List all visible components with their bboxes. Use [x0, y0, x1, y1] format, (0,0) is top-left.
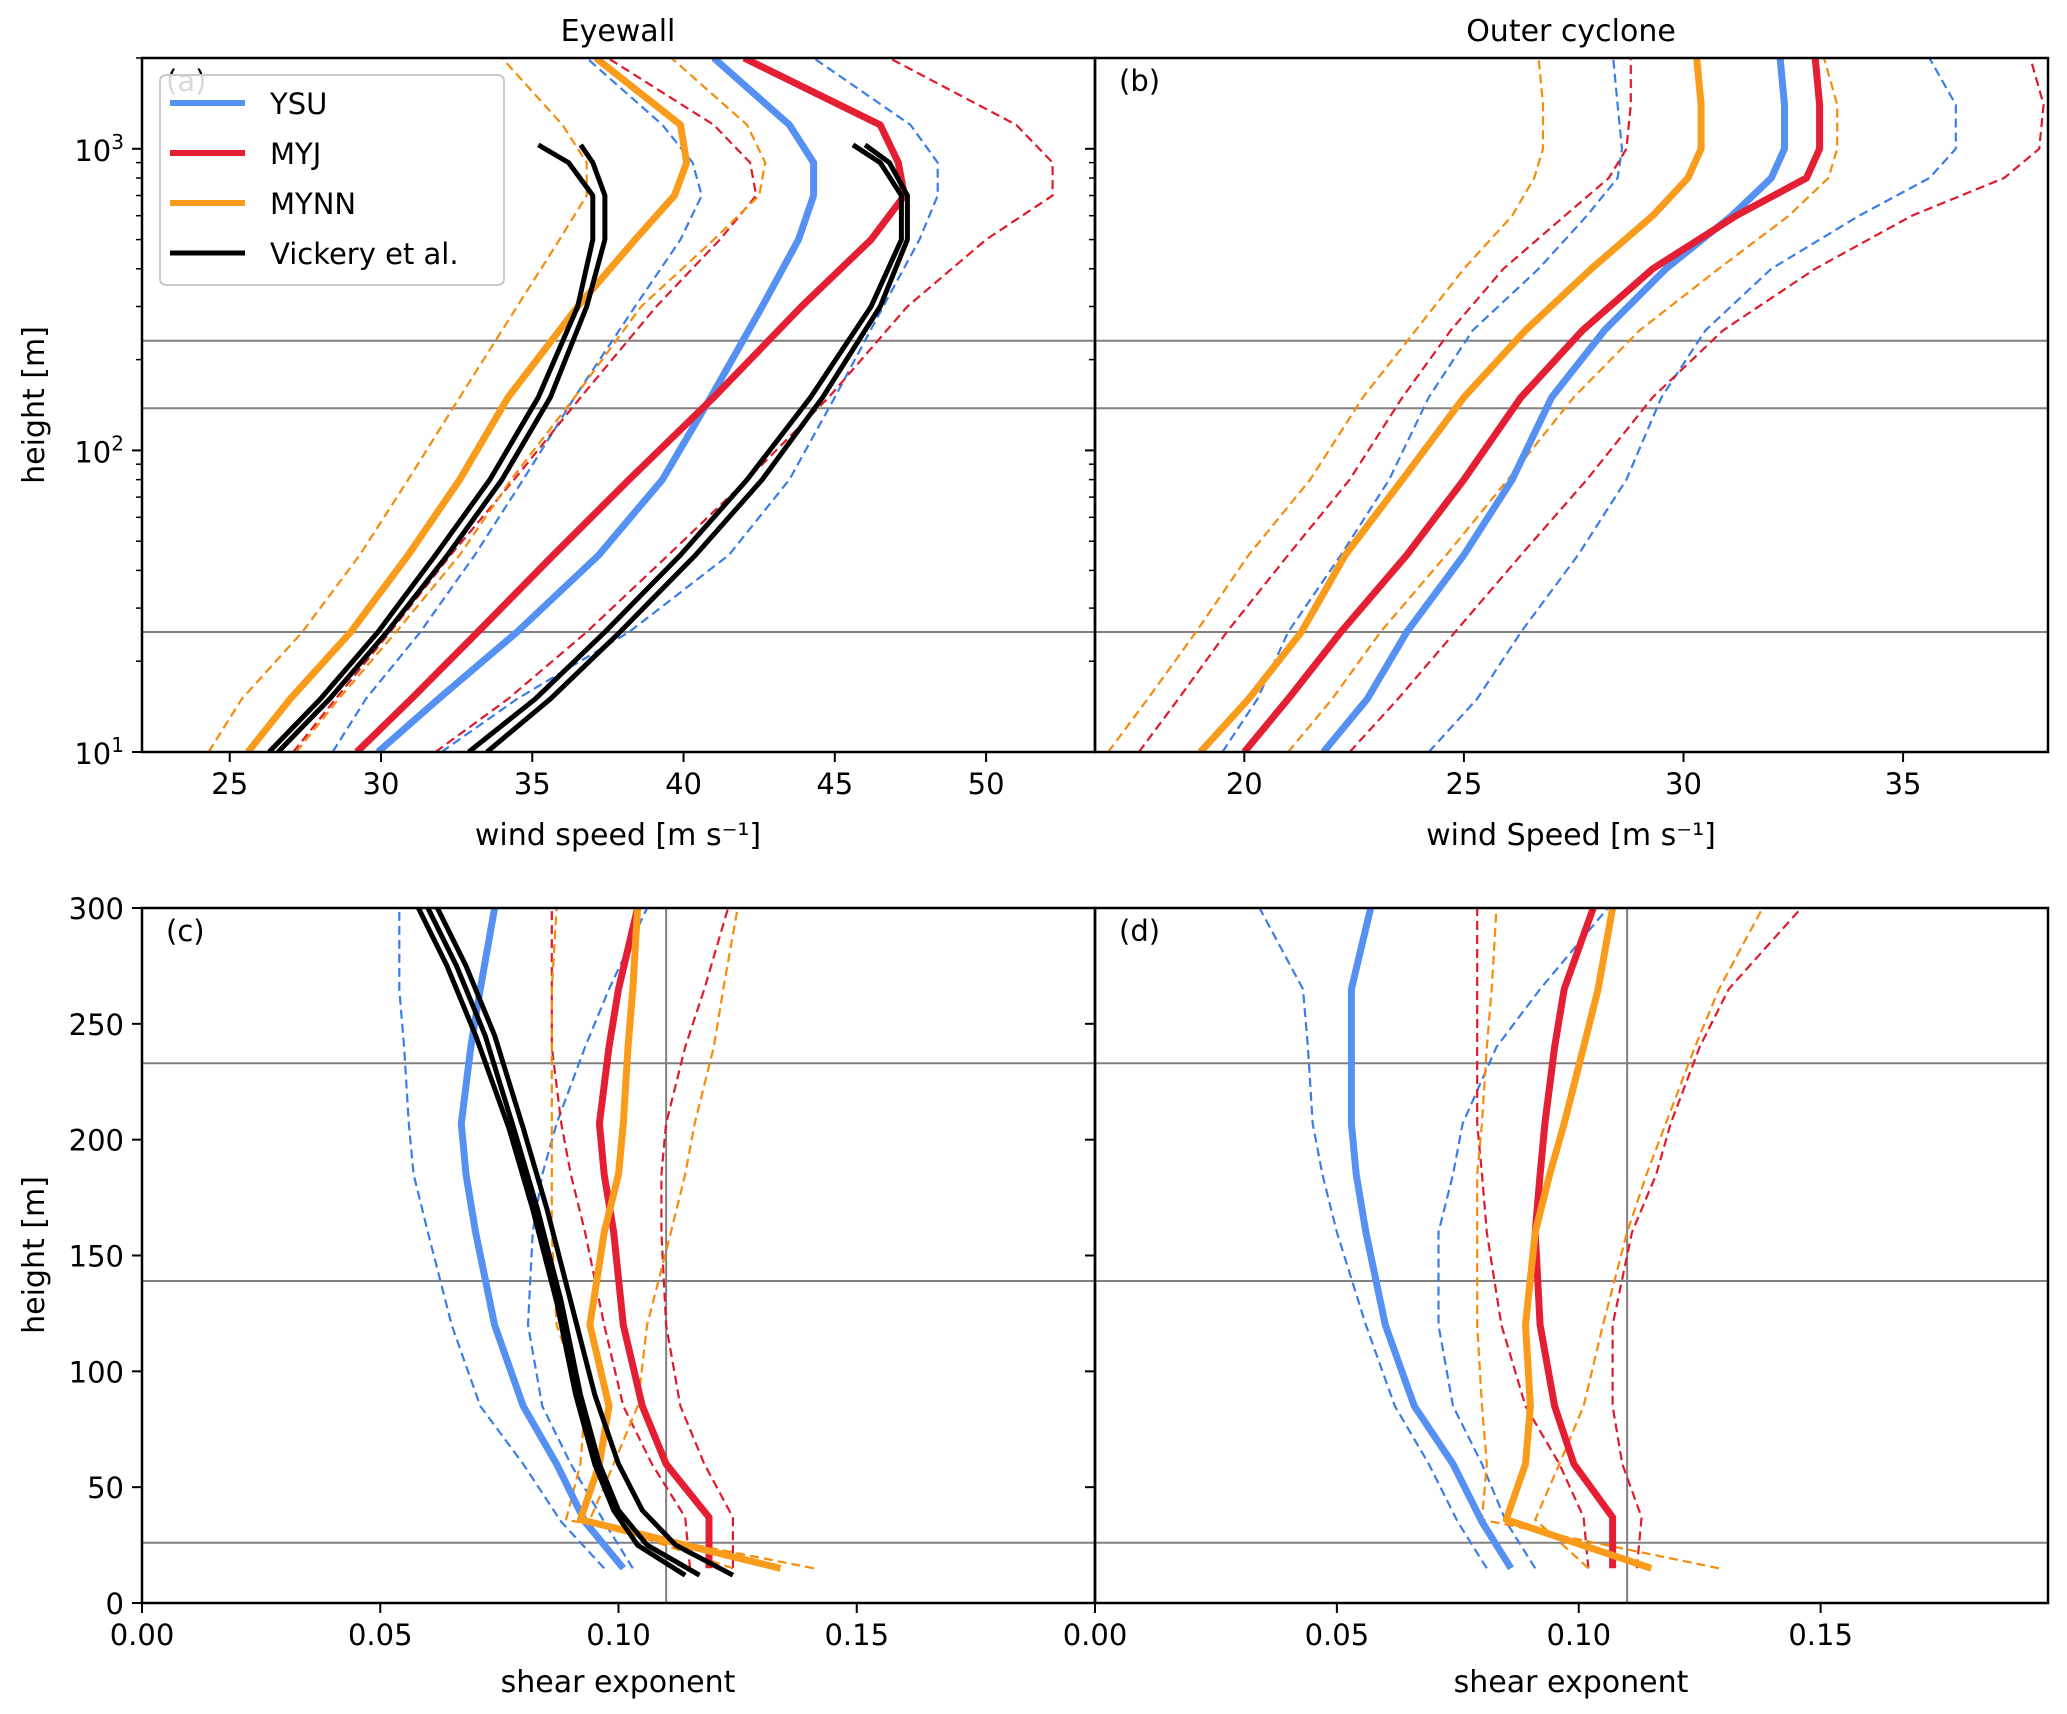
series-mynn-spread [550, 908, 815, 1570]
series-myj-spread [1138, 58, 1632, 752]
series-ysu-mean [1320, 58, 1788, 752]
x-tick-label: 35 [514, 767, 551, 801]
panel-a-title: Eyewall [561, 14, 676, 49]
y-tick-label: 103 [74, 130, 124, 168]
x-tick-label: 25 [211, 767, 248, 801]
series-vickery-mean [435, 908, 735, 1578]
x-tick-label: 0.00 [1063, 1618, 1128, 1652]
y-tick-label: 300 [69, 892, 124, 926]
series-mynn-spread [1107, 58, 1545, 752]
axes-frame-d [1093, 906, 2050, 1605]
panel-d-xlabel: shear exponent [1454, 1665, 1689, 1700]
x-tick-label: 0.10 [1546, 1618, 1611, 1652]
series-myj-spread [550, 908, 692, 1569]
series-ysu-mean [1347, 908, 1514, 1571]
series-mynn-spread [207, 58, 588, 752]
series-myj-mean [1241, 58, 1824, 752]
y-tick-label: 50 [87, 1471, 124, 1505]
series-ysu-spread [526, 908, 649, 1569]
series-myj-spread [1348, 58, 2045, 752]
panel-c-ylabel: height [m] [17, 1176, 52, 1334]
x-tick-label: 35 [1885, 767, 1922, 801]
series-vickery-mean [416, 908, 687, 1578]
series-mynn-spread [1534, 908, 1764, 1570]
x-tick-label: 50 [968, 767, 1005, 801]
x-tick-label: 0.00 [110, 1618, 175, 1652]
series-vickery-mean [267, 142, 596, 752]
y-tick-label: 150 [69, 1240, 124, 1274]
panel-label-b: (b) [1119, 64, 1160, 98]
x-tick-label: 0.05 [1305, 1618, 1370, 1652]
y-tick-label: 102 [74, 431, 124, 469]
series-myj-spread [660, 908, 735, 1569]
series-ysu-spread [1437, 908, 1609, 1569]
y-tick-label: 0 [106, 1587, 124, 1621]
series-mynn-mean [576, 908, 782, 1572]
plot-area-c [142, 908, 1095, 1603]
x-tick-label: 0.15 [824, 1618, 889, 1652]
panel-label-c: (c) [166, 914, 205, 948]
panel-b-title: Outer cyclone [1466, 14, 1676, 49]
x-tick-label: 0.05 [348, 1618, 413, 1652]
series-ysu-mean [375, 58, 818, 752]
series-ysu-spread [1427, 58, 1957, 752]
legend-label-vickery: Vickery et al. [270, 237, 459, 271]
panel-d: 0.00 0.05 0.10 0.15 (d) [1063, 906, 2050, 1652]
series-myj-spread [1476, 908, 1590, 1569]
x-tick-label: 25 [1445, 767, 1482, 801]
series-vickery-mean [485, 142, 910, 752]
series-vickery-mean [276, 143, 608, 752]
x-tick-label: 30 [363, 767, 400, 801]
series-ysu-spread [331, 58, 703, 752]
x-tick-label: 0.10 [586, 1618, 651, 1652]
series-myj-mean [1531, 908, 1617, 1569]
series-mynn-mean [245, 58, 691, 752]
legend-frame [159, 74, 505, 286]
series-mynn-mean [1197, 58, 1705, 752]
series-mynn-spread [1287, 58, 1839, 752]
panel-a-ylabel: height [m] [17, 326, 52, 484]
panel-b-xlabel: wind Speed [m s⁻¹] [1426, 818, 1716, 853]
series-vickery-mean [467, 142, 904, 752]
y-tick-label: 100 [69, 1355, 124, 1389]
panel-b: 20 25 30 35 (b) [1085, 56, 2050, 801]
x-tick-label: 30 [1665, 767, 1702, 801]
series-myj-mean [354, 58, 908, 752]
x-tick-label: 40 [665, 767, 702, 801]
panel-c-xlabel: shear exponent [501, 1665, 736, 1700]
series-mynn-mean [1502, 908, 1653, 1572]
series-mynn-spread [295, 58, 767, 752]
legend-label-myj: MYJ [270, 137, 321, 171]
x-tick-label: 20 [1226, 767, 1263, 801]
y-tick-label: 250 [69, 1008, 124, 1042]
plot-area-b [1095, 58, 2048, 752]
legend-label-mynn: MYNN [270, 187, 356, 221]
x-tick-label: 0.15 [1788, 1618, 1853, 1652]
y-tick-label: 101 [74, 733, 124, 771]
series-ysu-spread [1258, 908, 1488, 1569]
axes-frame-b [1093, 56, 2050, 754]
x-tick-label: 45 [816, 767, 853, 801]
panel-c: 0.00 0.05 0.10 0.15 0 50 100 150 200 250 300 (c) [69, 892, 1097, 1652]
series-ysu-spread [398, 908, 606, 1570]
series-vickery-mean [425, 908, 701, 1578]
series-mynn-spread [1476, 908, 1720, 1570]
plot-area-a [142, 58, 1095, 752]
legend-label-ysu: YSU [269, 87, 327, 121]
series-mynn-spread [588, 908, 739, 1570]
panel-a-xlabel: wind speed [m s⁻¹] [475, 818, 761, 853]
series-ysu-spread [1221, 58, 1624, 752]
series-myj-spread [1611, 908, 1803, 1569]
series-myj-spread [434, 58, 1054, 752]
panel-label-d: (d) [1119, 914, 1160, 948]
series-myj-mean [595, 908, 713, 1569]
plot-area-d [1095, 908, 2048, 1603]
legend: YSU MYJ MYNN Vickery et al. [159, 74, 505, 286]
y-tick-label: 200 [69, 1124, 124, 1158]
